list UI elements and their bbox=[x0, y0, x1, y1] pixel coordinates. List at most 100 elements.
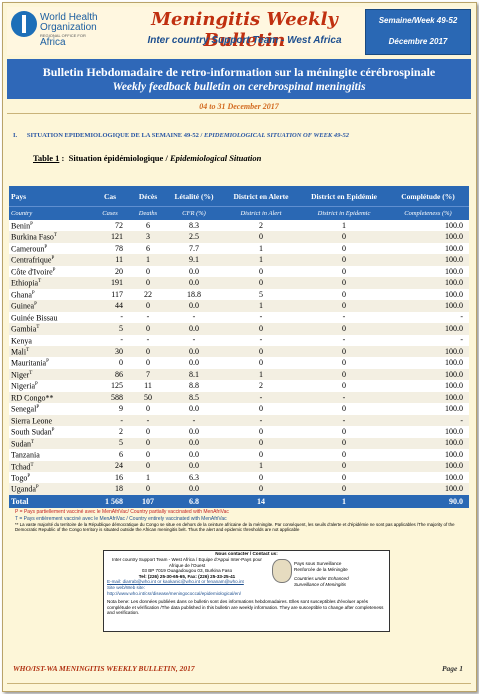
alert-cell: 0 bbox=[259, 358, 263, 368]
country-cell: MauritaniaP bbox=[9, 357, 91, 368]
section-title-en: EPIDEMIOLOGICAL SITUATION OF WEEK 49-52 bbox=[203, 132, 350, 139]
cases-cell: 191 bbox=[111, 278, 123, 288]
vaccination-status-mark: P bbox=[30, 222, 33, 227]
comp-cell: 100.0 bbox=[445, 301, 463, 310]
cfr-cell: 2.5 bbox=[189, 232, 199, 242]
header-en-cell: District in Epidemic bbox=[301, 206, 387, 220]
cases-cell: 72 bbox=[115, 220, 123, 230]
country-cell: GuineaP bbox=[9, 300, 91, 311]
country-cell: NigerT bbox=[9, 369, 91, 380]
country-name: Nigeria bbox=[11, 382, 35, 391]
country-cell: EthiopiaT bbox=[9, 277, 91, 288]
total-label: Total bbox=[9, 494, 91, 508]
country-name: Togo bbox=[11, 473, 28, 483]
alert-cell: 0 bbox=[259, 232, 263, 242]
table-row: SudanT 5 0 0.0 0 0 100.0 bbox=[9, 437, 469, 450]
country-name: Mauritania bbox=[11, 359, 47, 369]
cases-cell: 6 bbox=[119, 449, 123, 459]
cases-cell: - bbox=[120, 415, 123, 425]
table-row: CentrafriqueP 11 1 9.1 1 0 100.0 bbox=[9, 254, 469, 266]
cfr-cell: 0.0 bbox=[189, 426, 199, 436]
header-en-cell: Completeness (%) bbox=[387, 206, 469, 220]
epid-cell: - bbox=[342, 312, 346, 322]
country-cell: Tanzania bbox=[9, 449, 91, 460]
table-row: CamerounP 78 6 7.7 1 0 100.0 bbox=[9, 242, 469, 255]
epid-cell: 0 bbox=[342, 232, 346, 242]
cfr-cell: 0.0 bbox=[189, 301, 199, 310]
header-fr-cell: District en Alerte bbox=[221, 186, 301, 207]
note-entire: T = Pays entièrement vacciné avec le Men… bbox=[15, 515, 227, 522]
header-row-en: Country Cases Deaths CFR (%) District in Ale… bbox=[9, 206, 469, 220]
who-line1: World Health bbox=[40, 12, 98, 23]
comp-cell: 100.0 bbox=[445, 438, 463, 448]
contact-phone: Tel: (226) 25-30-65-65, Fax: (226) 25-33… bbox=[138, 573, 236, 579]
country-cell: TogoP bbox=[9, 472, 91, 483]
deaths-cell: 0 bbox=[146, 461, 150, 471]
epid-cell: 0 bbox=[342, 484, 346, 494]
map-legend: Pays sous Surveillance Renforcée de la M… bbox=[294, 561, 386, 587]
total-row: Total 1 568 107 6.8 14 1 90.0 bbox=[9, 494, 469, 508]
title-banner: Bulletin Hebdomadaire de retro-informati… bbox=[7, 59, 471, 99]
cfr-cell: 0.0 bbox=[189, 438, 199, 448]
country-name: Ghana bbox=[11, 290, 32, 300]
country-name: Burkina Faso bbox=[11, 233, 54, 243]
comp-cell: 100.0 bbox=[445, 232, 463, 242]
epid-cell: 0 bbox=[342, 358, 346, 368]
cfr-cell: - bbox=[192, 312, 196, 322]
comp-cell: 100.0 bbox=[445, 266, 463, 276]
comp-cell: 100.0 bbox=[445, 369, 463, 379]
country-name: Guinée Bissau bbox=[11, 313, 58, 323]
contact-details: Inter country Support Team - West Africa… bbox=[107, 557, 267, 596]
country-name: Sudan bbox=[11, 439, 31, 449]
footer-divider bbox=[7, 683, 471, 684]
week-label: Semaine/Week 49-52 bbox=[378, 16, 458, 25]
epid-cell: - bbox=[342, 415, 346, 425]
header-fr-cell: Pays bbox=[9, 186, 91, 207]
vaccination-status-mark: T bbox=[31, 439, 35, 445]
deaths-cell: 6 bbox=[146, 220, 150, 230]
table-notes: P = Pays partiellement vacciné avec le M… bbox=[15, 509, 465, 533]
table-caption-fr: Situation épidémiologique bbox=[68, 153, 164, 163]
cfr-cell: 8.3 bbox=[189, 220, 199, 230]
vaccination-status-mark: P bbox=[35, 382, 38, 388]
deaths-cell: 0 bbox=[146, 484, 150, 494]
alert-cell: 1 bbox=[259, 369, 263, 379]
legend-en-2: Surveillance of Meningitis bbox=[294, 581, 347, 587]
header-en-cell: District in Alert bbox=[221, 206, 301, 220]
cases-cell: 5 bbox=[119, 438, 123, 448]
month-label: Décembre 2017 bbox=[388, 37, 448, 46]
bulletin-title: Meningitis Weekly Bulletin bbox=[151, 9, 338, 51]
vaccination-status-mark: P bbox=[51, 256, 55, 262]
deaths-cell: 1 bbox=[146, 472, 150, 482]
deaths-cell: 0 bbox=[146, 301, 150, 310]
country-cell: SenegalP bbox=[9, 403, 91, 414]
country-name: Centrafrique bbox=[11, 256, 52, 266]
alert-cell: 0 bbox=[259, 472, 263, 482]
cfr-cell: 0.0 bbox=[189, 484, 199, 494]
contact-website[interactable]: Site web/Web site: http://www.who.int/cs… bbox=[107, 584, 242, 596]
table-caption-en: Epidemiological Situation bbox=[169, 153, 262, 163]
country-name: Sierra Leone bbox=[11, 416, 53, 426]
alert-cell: 2 bbox=[259, 220, 263, 230]
comp-cell: 100.0 bbox=[445, 346, 463, 356]
legend-fr-1: Pays sous Surveillance bbox=[294, 561, 342, 566]
cfr-cell: 8.8 bbox=[189, 381, 199, 391]
epid-cell: 0 bbox=[342, 381, 346, 391]
deaths-cell: 0 bbox=[146, 278, 150, 288]
vaccination-status-mark: T bbox=[26, 347, 30, 353]
table-row: Kenya - - - - - - bbox=[9, 334, 469, 346]
alert-cell: 1 bbox=[259, 255, 263, 265]
page-footer: WHO/IST-WA MENINGITIS WEEKLY BULLETIN, 2… bbox=[13, 664, 463, 673]
deaths-cell: 11 bbox=[144, 381, 152, 391]
divider bbox=[7, 113, 471, 114]
contact-email[interactable]: E-mail: diarrab@who.int or kaokanic@who.… bbox=[107, 579, 244, 585]
cfr-cell: - bbox=[192, 415, 196, 425]
comp-cell: 100.0 bbox=[445, 449, 463, 459]
table-row: Guinée Bissau - - - - - - bbox=[9, 311, 469, 324]
table-row: MauritaniaP 0 0 0.0 0 0 100.0 bbox=[9, 357, 469, 369]
deaths-cell: 1 bbox=[146, 255, 150, 265]
cases-cell: 18 bbox=[115, 484, 123, 494]
who-emblem-icon bbox=[11, 11, 37, 37]
country-name: South Sudan bbox=[11, 427, 52, 437]
deaths-cell: - bbox=[146, 335, 150, 345]
